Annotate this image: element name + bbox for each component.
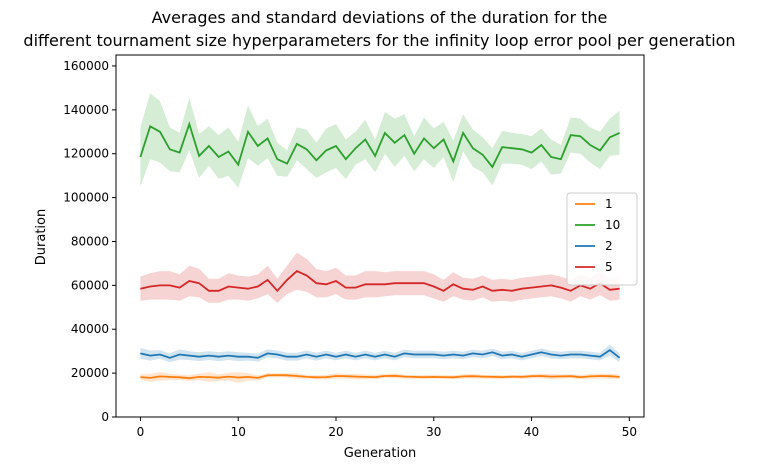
x-tick-label: 50 [622,425,637,439]
y-tick-label: 120000 [63,147,109,161]
chart-title-line-1: Averages and standard deviations of the … [152,8,608,27]
y-tick-label: 100000 [63,191,109,205]
mean-line-series-2 [140,348,621,359]
plot-area [139,93,621,383]
x-tick-label: 40 [524,425,539,439]
legend-label-series-2: 2 [605,239,613,253]
x-tick-label: 10 [231,425,246,439]
plot-frame [115,54,645,418]
std-band-series-2 [140,344,620,363]
x-tick-label: 30 [426,425,441,439]
legend-label-series-1: 1 [605,197,613,211]
y-tick-label: 60000 [71,278,109,292]
std-band-series-5 [140,252,620,303]
legend-label-series-10: 10 [605,218,620,232]
legend-box [566,192,638,286]
std-band-series-10 [140,93,620,188]
y-tick-label: 40000 [71,322,109,336]
x-axis-label: Generation [344,446,417,461]
x-tick-label: 0 [137,425,145,439]
y-tick-label: 0 [101,410,109,424]
x-tick-label: 20 [328,425,343,439]
axes: 0 10 20 30 40 5002000040000600008000010000012… [63,54,645,439]
y-tick-label: 80000 [71,234,109,248]
mean-line-series-10 [139,121,620,169]
chart-title-line-2: different tournament size hyperparameter… [23,31,735,50]
y-tick-label: 140000 [63,103,109,117]
mean-line-series-5 [140,270,620,293]
y-tick-label: 160000 [63,59,109,73]
y-axis-label: Duration [34,209,49,265]
mean-line-series-1 [140,374,620,380]
y-tick-label: 20000 [71,366,109,380]
legend: 1 10 2 5 [566,192,638,286]
legend-label-series-5: 5 [605,260,613,274]
